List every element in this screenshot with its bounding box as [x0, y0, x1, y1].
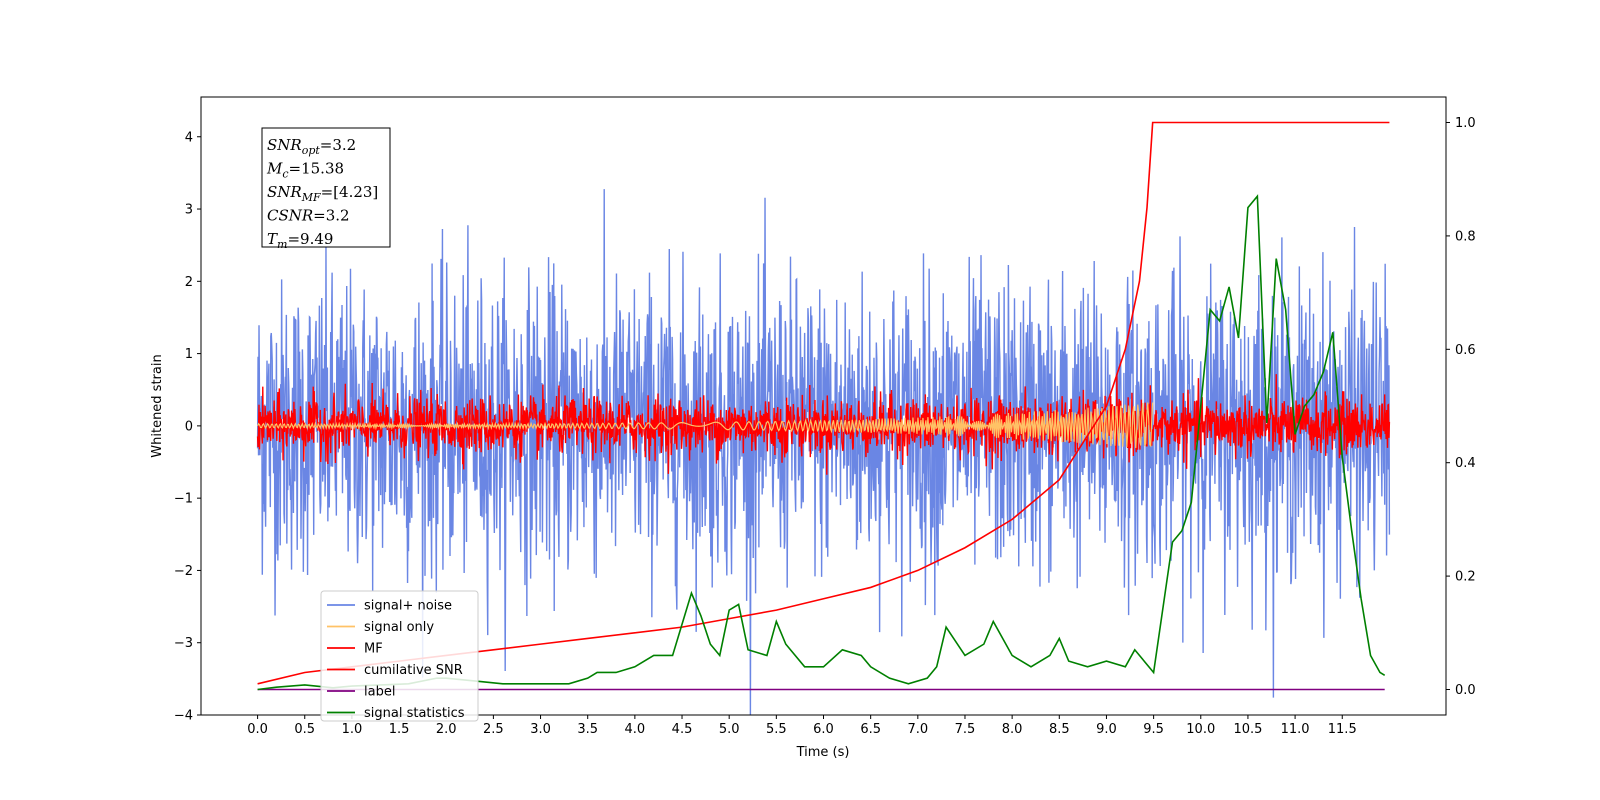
legend-frame — [320, 590, 479, 722]
x-tick-label: 3.5 — [577, 722, 598, 737]
annotation-line: SNRMF=[4.23] — [267, 183, 378, 204]
y2-tick-label: 1.0 — [1455, 116, 1476, 131]
line-mf — [256, 374, 1391, 475]
x-axis-label: Time (s) — [796, 745, 850, 760]
y2-tick-label: 0.8 — [1455, 229, 1476, 244]
x-tick-label: 5.0 — [719, 722, 740, 737]
x-tick-label: 7.0 — [907, 722, 928, 737]
y-tick-label: 2 — [185, 275, 193, 290]
y-tick-label: −4 — [174, 709, 193, 724]
y-tick-label: −1 — [174, 492, 193, 507]
annotation-line: CSNR=3.2 — [267, 207, 350, 225]
y-tick-label: 0 — [185, 419, 193, 434]
x-tick-label: 7.5 — [955, 722, 976, 737]
legend-label: MF — [364, 642, 383, 657]
x-tick-label: 9.5 — [1143, 722, 1164, 737]
x-tick-label: 10.5 — [1233, 722, 1262, 737]
y-tick-label: −2 — [174, 564, 193, 579]
x-tick-label: 6.0 — [813, 722, 834, 737]
x-tick-label: 4.0 — [625, 722, 646, 737]
y-tick-label: 4 — [185, 130, 193, 145]
annotation-frame — [261, 127, 391, 248]
annotation-line: SNRopt=3.2 — [267, 136, 356, 157]
y-axis-label: Whitened strain — [150, 354, 165, 457]
y2-axis: 0.0 0.2 0.4 0.6 0.8 1.0 — [1446, 116, 1476, 698]
legend: signal+ noise signal only MF cumilative SNR… — [320, 590, 479, 722]
series-mf — [256, 374, 1391, 475]
x-tick-label: 0.0 — [247, 722, 268, 737]
x-tick-label: 3.0 — [530, 722, 551, 737]
y-tick-label: 3 — [185, 203, 193, 218]
x-axis: 0.0 0.5 1.0 1.5 2.0 2.5 3.0 3.5 4.0 4.5 5.0 5.5 6.0 6… — [247, 715, 1357, 737]
x-tick-label: 9.0 — [1096, 722, 1117, 737]
legend-label: label — [364, 685, 395, 700]
y-tick-label: −3 — [174, 636, 193, 651]
x-tick-label: 2.5 — [483, 722, 504, 737]
x-tick-label: 6.5 — [860, 722, 881, 737]
y2-tick-label: 0.0 — [1455, 683, 1476, 698]
x-tick-label: 1.5 — [389, 722, 410, 737]
y2-tick-label: 0.4 — [1455, 456, 1476, 471]
legend-label: signal only — [364, 620, 434, 635]
x-tick-label: 2.0 — [436, 722, 457, 737]
y-axis: −4 −3 −2 −1 0 1 2 3 4 — [174, 130, 201, 724]
annotation-line: Mc=15.38 — [266, 160, 344, 181]
y-tick-label: 1 — [185, 347, 193, 362]
x-tick-label: 8.5 — [1049, 722, 1070, 737]
series-signal-only — [257, 402, 1154, 449]
line-signal-only — [257, 402, 1154, 449]
x-tick-label: 11.5 — [1328, 722, 1357, 737]
y2-tick-label: 0.2 — [1455, 570, 1476, 585]
x-tick-label: 8.0 — [1002, 722, 1023, 737]
y2-tick-label: 0.6 — [1455, 343, 1476, 358]
x-tick-label: 10.0 — [1186, 722, 1215, 737]
x-tick-label: 5.5 — [766, 722, 787, 737]
x-tick-label: 0.5 — [294, 722, 315, 737]
line-signal-statistics — [257, 194, 1386, 691]
legend-label: signal statistics — [364, 706, 465, 721]
x-tick-label: 4.5 — [672, 722, 693, 737]
x-tick-label: 11.0 — [1281, 722, 1310, 737]
legend-label: signal+ noise — [364, 599, 452, 614]
x-tick-label: 1.0 — [342, 722, 363, 737]
annotation-line: Tm=9.49 — [267, 230, 333, 251]
legend-label: cumilative SNR — [364, 663, 463, 678]
